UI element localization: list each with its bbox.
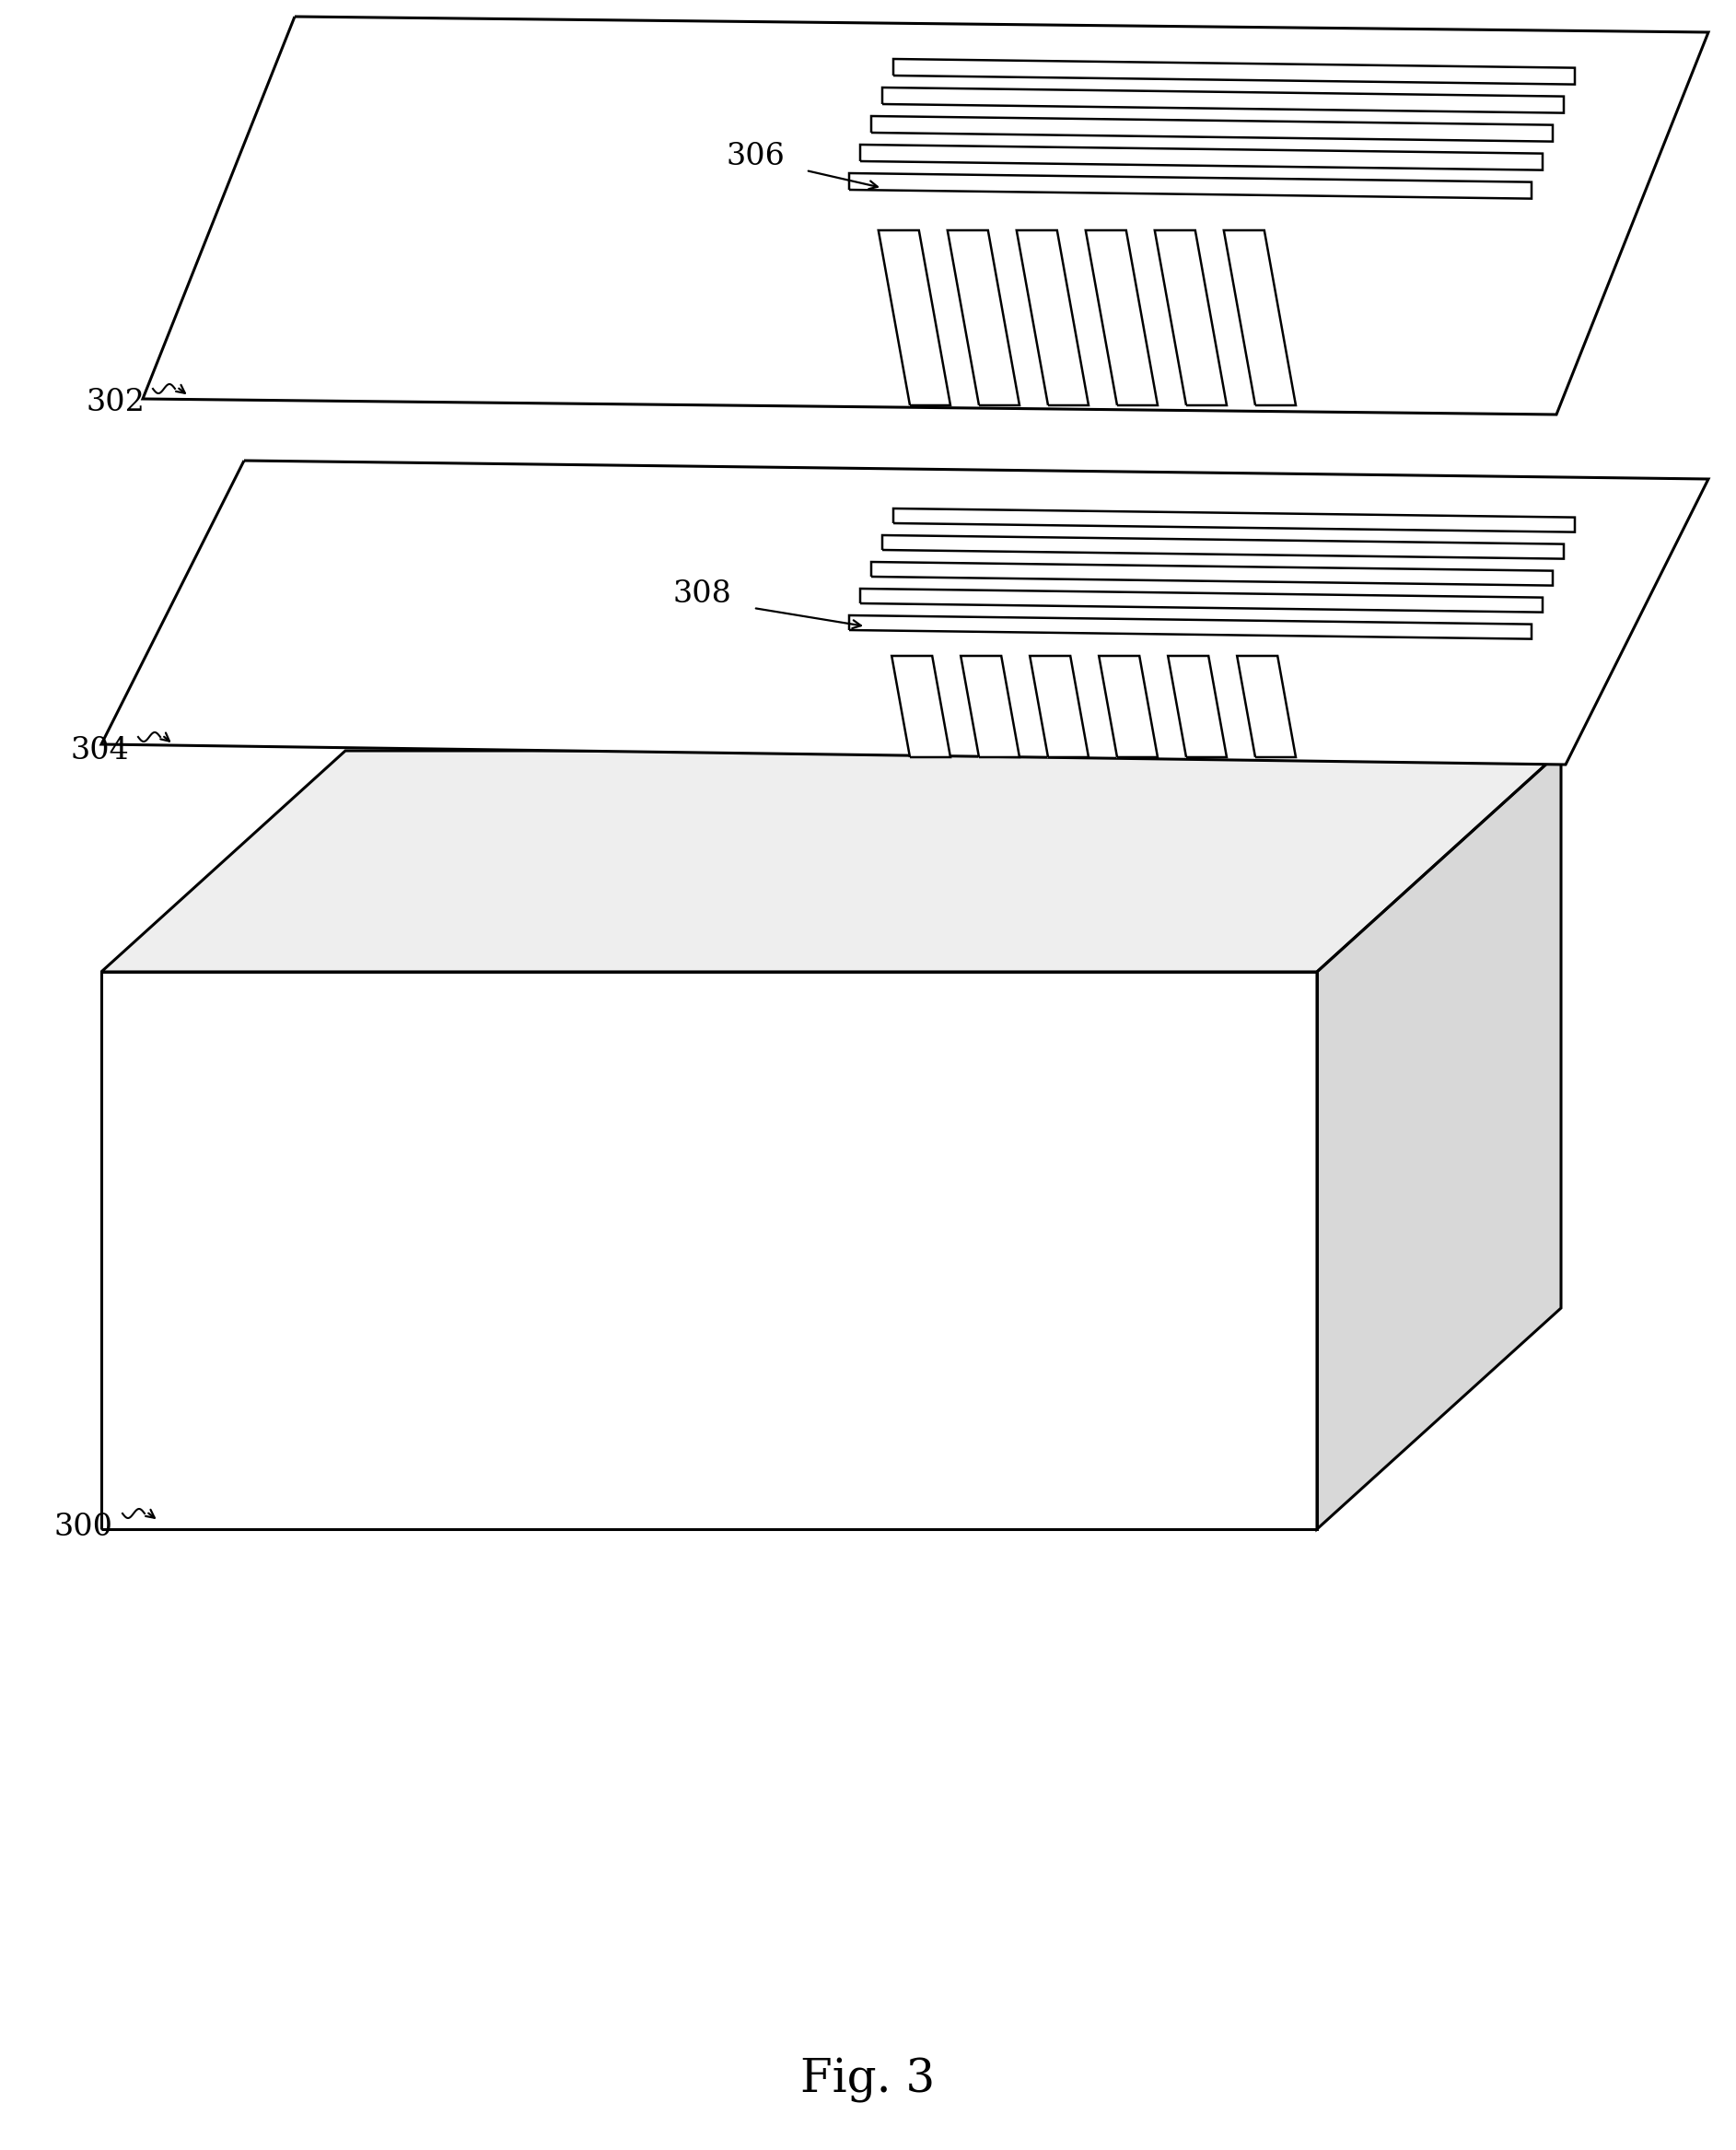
Polygon shape <box>101 750 1561 972</box>
Polygon shape <box>859 589 1543 613</box>
Polygon shape <box>101 972 1318 1529</box>
Polygon shape <box>859 144 1543 170</box>
Polygon shape <box>892 656 950 757</box>
Polygon shape <box>1154 230 1227 406</box>
Polygon shape <box>871 561 1552 585</box>
Polygon shape <box>882 535 1564 559</box>
Polygon shape <box>871 116 1552 142</box>
Polygon shape <box>894 510 1575 531</box>
Text: 304: 304 <box>69 735 128 765</box>
Polygon shape <box>101 460 1708 765</box>
Polygon shape <box>1224 230 1295 406</box>
Polygon shape <box>1029 656 1088 757</box>
Polygon shape <box>878 230 950 406</box>
Polygon shape <box>1168 656 1227 757</box>
Text: 306: 306 <box>726 142 785 172</box>
Polygon shape <box>849 174 1531 198</box>
Polygon shape <box>1238 656 1295 757</box>
Polygon shape <box>948 230 1019 406</box>
Text: 308: 308 <box>672 578 731 608</box>
Polygon shape <box>894 58 1575 84</box>
Polygon shape <box>1085 230 1158 406</box>
Polygon shape <box>142 17 1708 415</box>
Polygon shape <box>849 615 1531 639</box>
Polygon shape <box>1099 656 1158 757</box>
Text: 300: 300 <box>54 1514 113 1542</box>
Text: 302: 302 <box>85 387 144 417</box>
Text: Fig. 3: Fig. 3 <box>800 2058 936 2103</box>
Polygon shape <box>882 88 1564 114</box>
Polygon shape <box>1318 750 1561 1529</box>
Polygon shape <box>1017 230 1088 406</box>
Polygon shape <box>960 656 1019 757</box>
